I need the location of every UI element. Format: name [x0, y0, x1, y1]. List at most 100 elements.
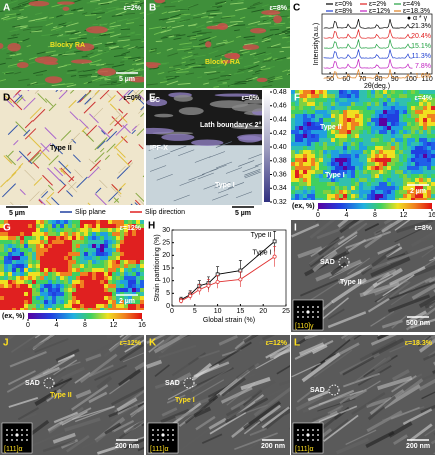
- strain-cell: [395, 102, 399, 106]
- strain-cell: [136, 296, 140, 300]
- phase-fraction: 11.3%: [412, 53, 431, 60]
- lath: [49, 16, 55, 19]
- strain-cell: [391, 102, 395, 106]
- strain-cell: [64, 296, 68, 300]
- strain-cell: [76, 256, 80, 260]
- lath: [193, 66, 206, 69]
- strain-cell: [84, 284, 88, 288]
- strain-cell: [120, 304, 124, 308]
- lath: [65, 47, 79, 53]
- strain-cell: [96, 228, 100, 232]
- strain-cell: [343, 122, 347, 126]
- lath: [262, 84, 273, 88]
- strain-cell: [415, 138, 419, 142]
- slip-trace: [99, 179, 108, 189]
- strain-cell: [339, 198, 343, 200]
- strain-cell: [96, 224, 100, 228]
- lath-streak: [148, 339, 165, 353]
- strain-cell: [423, 102, 427, 106]
- lath-streak: [209, 341, 252, 369]
- lath: [214, 93, 258, 97]
- strain-cell: [371, 174, 375, 178]
- slip-trace: [130, 203, 133, 205]
- strain-cell: [379, 138, 383, 142]
- boundary: [170, 145, 187, 153]
- strain-cell: [327, 106, 331, 110]
- strain-cell: [76, 236, 80, 240]
- lath: [149, 67, 158, 70]
- strain-cell: [136, 268, 140, 272]
- lath: [279, 31, 287, 36]
- strain-cell: [295, 98, 299, 102]
- strain-cell: [128, 224, 132, 228]
- strain-cell: [20, 272, 24, 276]
- strain-cell: [363, 142, 367, 146]
- strain-cell: [295, 146, 299, 150]
- lath: [224, 40, 235, 45]
- strain-cell: [72, 272, 76, 276]
- colorbar-tick-label: 8: [373, 212, 377, 219]
- lath: [176, 71, 189, 73]
- lath: [286, 72, 290, 75]
- strain-cell: [96, 280, 100, 284]
- strain-cell: [351, 94, 355, 98]
- slip-trace: [94, 193, 108, 205]
- strain-cell: [383, 154, 387, 158]
- strain-cell: [72, 236, 76, 240]
- strain-cell: [427, 150, 431, 154]
- slip-trace: [138, 93, 144, 101]
- slip-trace: [131, 125, 138, 131]
- strain-cell: [124, 264, 128, 268]
- lath-streak: [351, 392, 386, 416]
- strain-cell: [327, 110, 331, 114]
- strain-cell: [136, 288, 140, 292]
- lath: [127, 46, 136, 50]
- strain-cell: [64, 236, 68, 240]
- strain-cell: [88, 260, 92, 264]
- strain-cell: [307, 126, 311, 130]
- slip-trace: [72, 154, 81, 163]
- blocky-ra: [222, 59, 232, 64]
- scale-label: 200 nm: [261, 443, 285, 450]
- strain-cell: [359, 94, 363, 98]
- strain-cell: [395, 158, 399, 162]
- strain-cell: [391, 170, 395, 174]
- strain-cell: [411, 158, 415, 162]
- strain-cell: [44, 264, 48, 268]
- lath: [126, 32, 135, 36]
- strain-cell: [136, 256, 140, 260]
- strain-cell: [136, 276, 140, 280]
- strain-cell: [359, 142, 363, 146]
- lath-streak: [390, 406, 420, 420]
- strain-cell: [120, 224, 124, 228]
- slip-trace: [29, 106, 42, 119]
- slip-trace: [58, 90, 68, 100]
- lath: [230, 20, 244, 23]
- strain-cell: [423, 190, 427, 194]
- strain-cell: [28, 284, 32, 288]
- lath: [18, 78, 30, 82]
- strain-cell: [391, 182, 395, 186]
- boundary: [217, 186, 235, 194]
- strain-cell: [375, 194, 379, 198]
- sad-aperture: [183, 377, 195, 389]
- diffraction-spot: [307, 306, 309, 308]
- slip-trace: [47, 167, 61, 182]
- strain-cell: [379, 94, 383, 98]
- boundary: [235, 191, 253, 199]
- lath: [146, 98, 168, 107]
- strain-cell: [12, 272, 16, 276]
- strain-cell: [307, 98, 311, 102]
- strain-cell: [299, 174, 303, 178]
- strain-cell: [40, 296, 44, 300]
- strain-label: ε=12%: [120, 340, 142, 347]
- strain-cell: [92, 228, 96, 232]
- strain-cell: [419, 194, 423, 198]
- strain-cell: [315, 162, 319, 166]
- phase-fraction: 20.4%: [411, 33, 431, 40]
- diffraction-spot: [167, 429, 169, 431]
- strain-cell: [315, 174, 319, 178]
- strain-cell: [355, 138, 359, 142]
- slip-trace: [118, 90, 131, 102]
- strain-cell: [407, 186, 411, 190]
